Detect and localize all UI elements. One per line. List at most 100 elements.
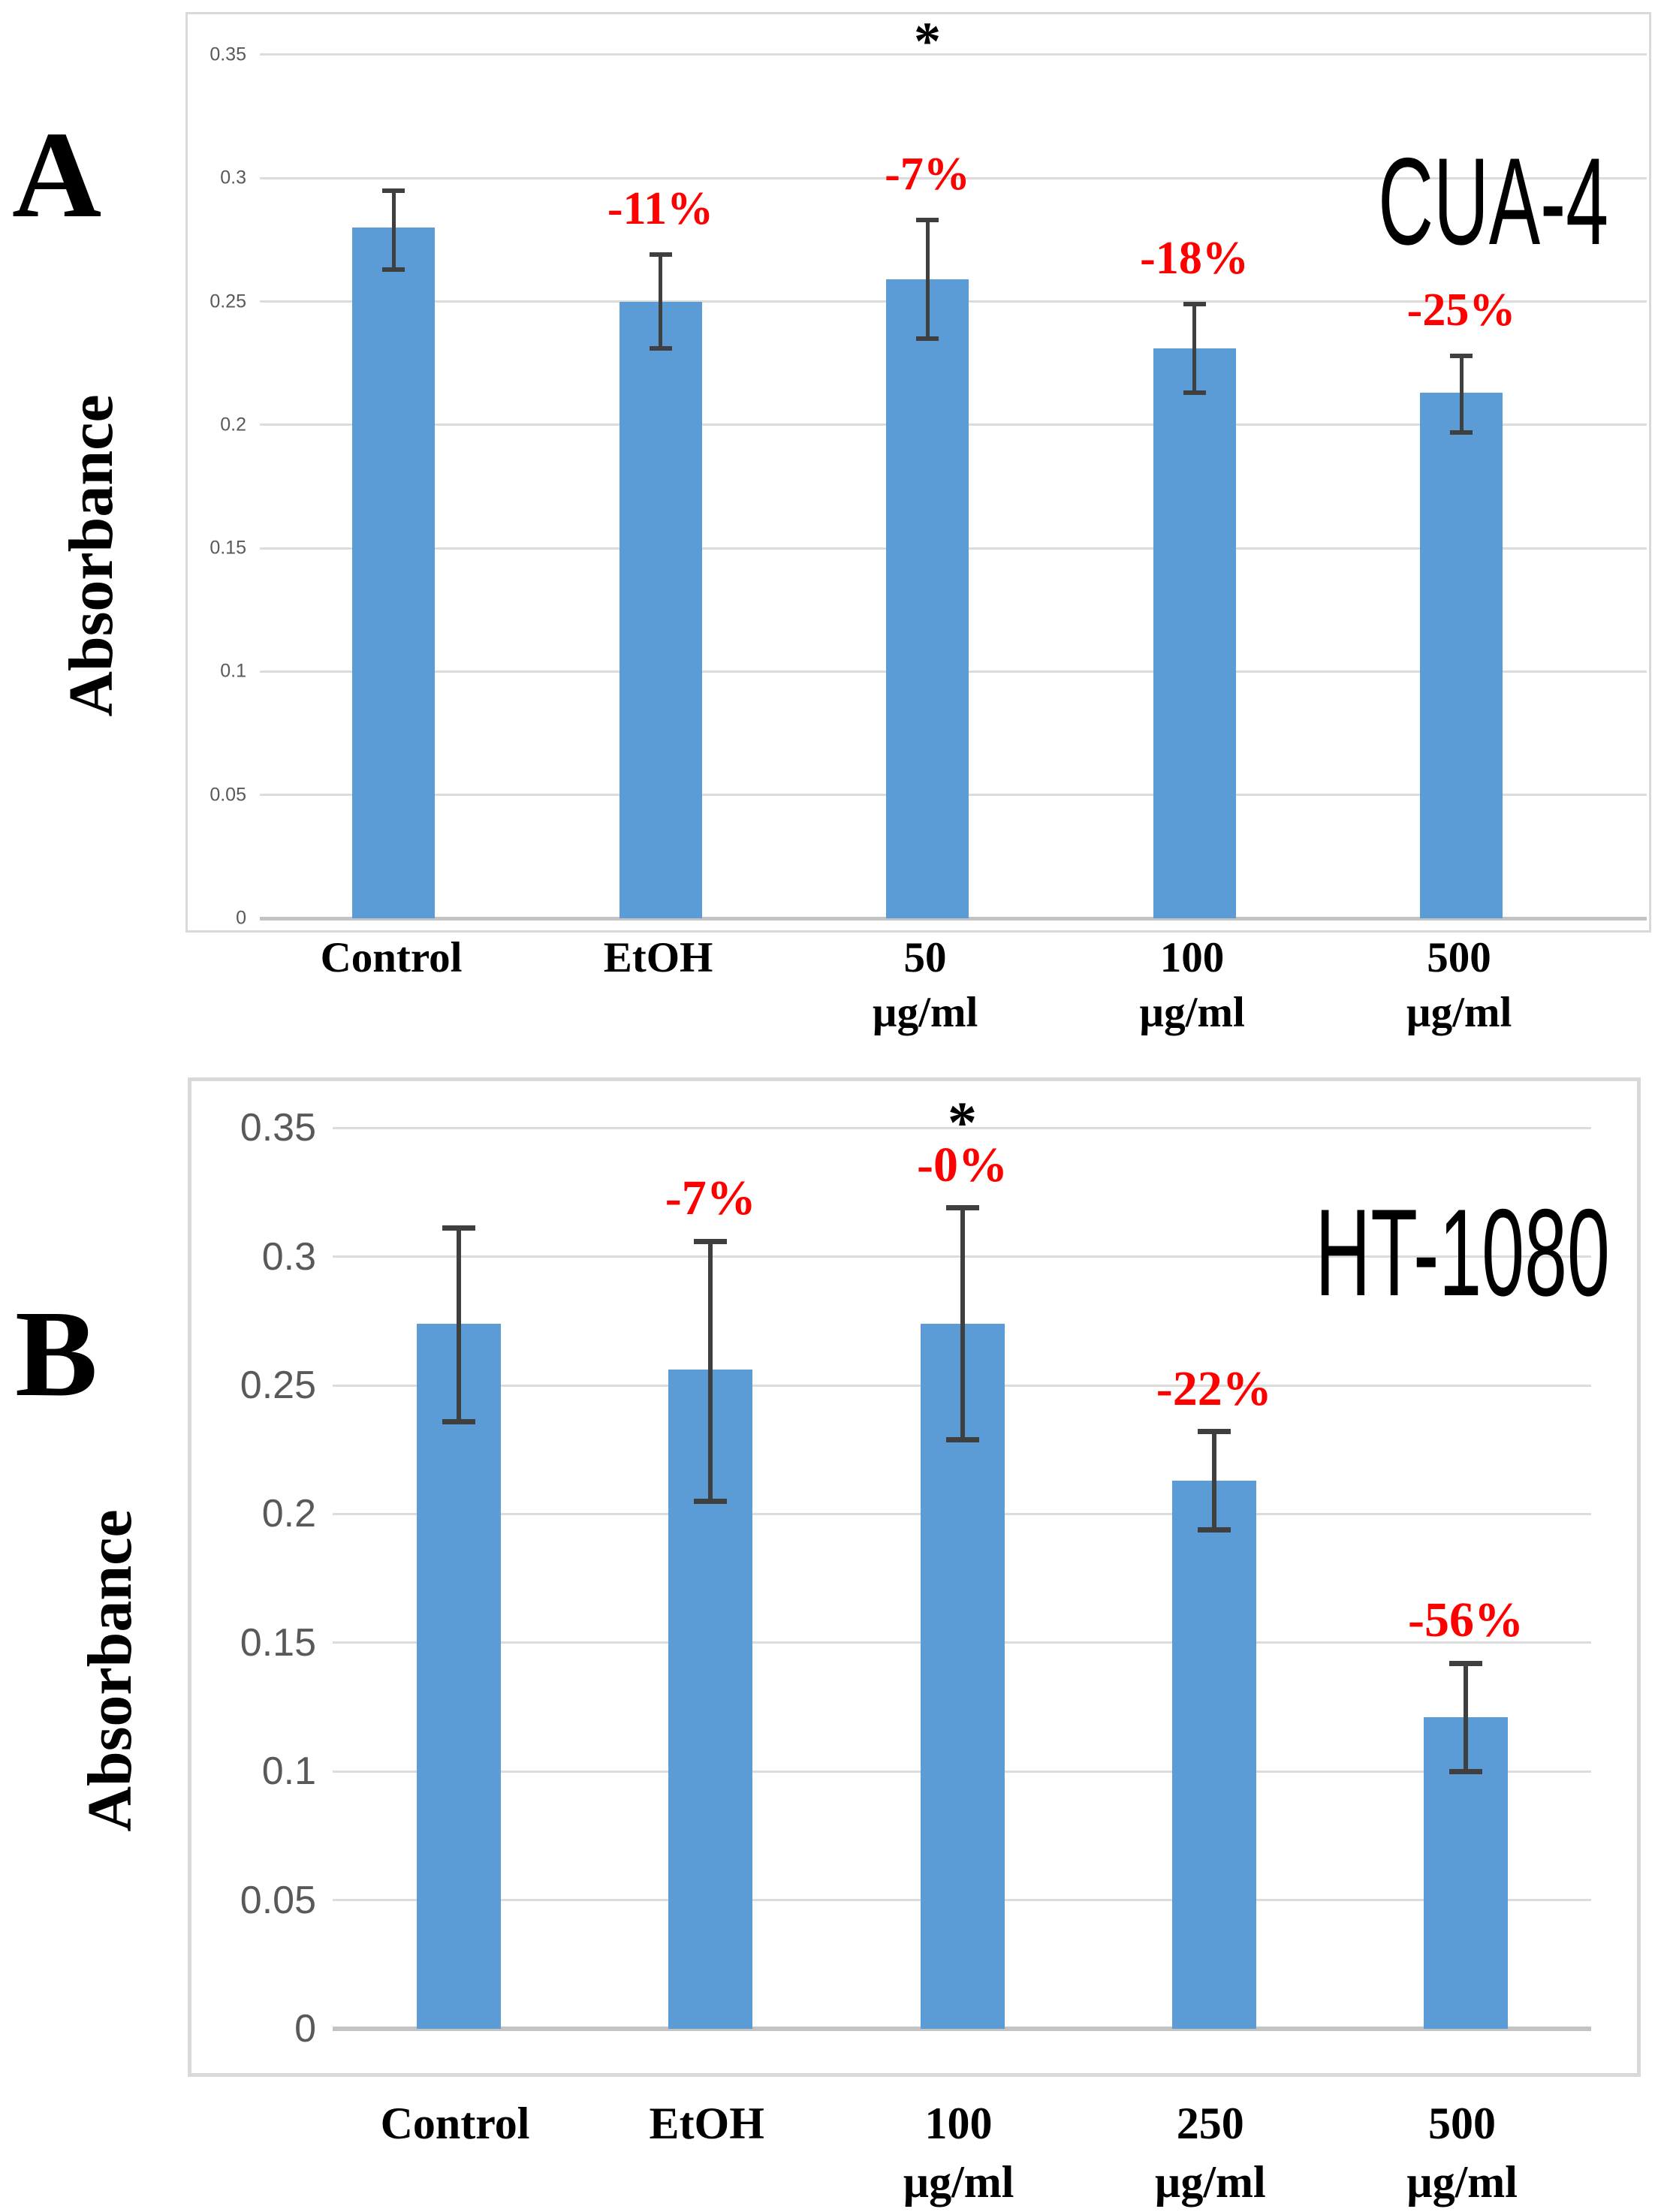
- y-axis-title: Absorbance: [56, 394, 126, 717]
- x-category-label: EtOH: [525, 936, 792, 979]
- y-axis-title: Absorbance: [75, 1509, 145, 1832]
- y-tick-label: 0: [294, 2007, 316, 2051]
- x-category-unit: µg/ml: [1139, 989, 1245, 1036]
- plot-area: 0 0.05 0.1 0.15 0.2 0.25 0.3 0.35 -7% -0% -22% -56%…: [240, 1081, 1591, 2048]
- y-tick-label: 0.25: [210, 291, 246, 312]
- y-tick-label: 0.35: [240, 1106, 316, 1150]
- chart-frame: 0 0.05 0.1 0.15 0.2 0.25 0.3 0.35 -7% -0% -22% -56%…: [188, 1077, 1641, 2077]
- error-bar-line: [391, 190, 396, 270]
- error-bar-cap-top: [916, 218, 939, 223]
- x-category-label: 50 µg/ml: [791, 936, 1059, 1034]
- pct-change-label: -56%: [1408, 1593, 1524, 1648]
- x-category-unit: µg/ml: [1406, 2157, 1518, 2207]
- x-category-label: Control: [258, 936, 525, 979]
- x-category-value: Control: [320, 934, 463, 981]
- error-bar-cap-top: [1183, 301, 1206, 306]
- error-bar-cap-bottom: [945, 1436, 979, 1442]
- error-bar-cap-top: [694, 1238, 728, 1244]
- y-tick-label: 0.1: [220, 660, 246, 682]
- x-axis-labels: Control EtOH 100 µg/ml 250 µg/ml 500 µg/ml: [329, 2101, 1587, 2212]
- x-category-value: EtOH: [649, 2099, 764, 2148]
- cell-line-title: CUA-4: [1378, 132, 1608, 270]
- absorbance-bar: [1171, 1480, 1256, 2029]
- absorbance-bar: [619, 301, 702, 918]
- x-category-value: 50: [903, 934, 947, 981]
- error-bar-line: [457, 1228, 461, 1421]
- y-tick-label: 0.15: [240, 1620, 316, 1665]
- y-tick-label: 0.05: [240, 1878, 316, 1922]
- x-category-value: 100: [1159, 934, 1225, 981]
- error-bar-line: [659, 255, 662, 348]
- pct-change-label: -11%: [607, 183, 714, 235]
- x-category-label: EtOH: [581, 2101, 833, 2146]
- significance-asterisk: *: [948, 1089, 977, 1155]
- y-tick-label: 0.2: [261, 1492, 316, 1536]
- x-category-value: EtOH: [603, 934, 713, 981]
- y-tick-label: 0.35: [210, 44, 246, 65]
- x-category-value: 250: [1176, 2099, 1244, 2148]
- panel-letter: A: [12, 106, 102, 243]
- y-gridline: [260, 176, 1647, 179]
- y-tick-label: 0.05: [210, 784, 246, 806]
- error-bar-cap-top: [1450, 353, 1473, 358]
- error-bar-line: [1464, 1663, 1468, 1772]
- y-tick-label: 0: [236, 907, 246, 929]
- absorbance-bar: [886, 279, 969, 918]
- y-tick-label: 0.1: [261, 1749, 316, 1794]
- error-bar-cap-top: [442, 1225, 475, 1231]
- y-tick-label: 0.2: [220, 414, 246, 435]
- y-gridline: [333, 1126, 1591, 1129]
- error-bar-cap-bottom: [1183, 390, 1206, 396]
- x-category-unit: µg/ml: [1406, 989, 1512, 1036]
- chart-frame: 0 0.05 0.1 0.15 0.2 0.25 0.3 0.35 -11% -7% -18% -25…: [185, 12, 1651, 933]
- error-bar-line: [1192, 303, 1196, 393]
- error-bar-cap-top: [382, 188, 405, 193]
- x-category-value: Control: [380, 2099, 530, 2148]
- error-bar-cap-top: [1197, 1429, 1231, 1435]
- error-bar-cap-bottom: [916, 336, 939, 341]
- y-gridline: [260, 53, 1647, 56]
- x-category-value: 500: [1428, 2099, 1497, 2148]
- x-axis-labels: Control EtOH 50 µg/ml 100 µg/ml 500 µg/ml: [258, 936, 1644, 1041]
- x-category-unit: µg/ml: [872, 989, 978, 1036]
- x-category-label: 100 µg/ml: [1059, 936, 1326, 1034]
- error-bar-cap-bottom: [382, 267, 405, 272]
- pct-change-label: -25%: [1406, 284, 1516, 336]
- pct-change-label: -7%: [885, 149, 970, 200]
- pct-change-label: -7%: [665, 1171, 756, 1225]
- y-tick-label: 0.3: [261, 1234, 316, 1279]
- error-bar-cap-top: [945, 1205, 979, 1210]
- error-bar-cap-bottom: [1449, 1768, 1482, 1774]
- panel-letter: B: [15, 1285, 98, 1422]
- x-category-unit: µg/ml: [1154, 2157, 1266, 2207]
- cell-line-title: HT-1080: [1315, 1183, 1610, 1321]
- error-bar-cap-bottom: [442, 1418, 475, 1424]
- error-bar-line: [708, 1241, 713, 1502]
- x-category-label: 500 µg/ml: [1336, 2101, 1587, 2204]
- absorbance-bar: [417, 1323, 501, 2029]
- pct-change-label: -22%: [1156, 1361, 1272, 1416]
- x-category-label: 100 µg/ml: [833, 2101, 1084, 2204]
- plot-area: 0 0.05 0.1 0.15 0.2 0.25 0.3 0.35 -11% -7% -18% -25…: [210, 11, 1647, 927]
- x-category-label: Control: [329, 2101, 580, 2146]
- error-bar-cap-bottom: [1450, 429, 1473, 435]
- x-category-label: 500 µg/ml: [1325, 936, 1593, 1034]
- x-category-label: 250 µg/ml: [1084, 2101, 1336, 2204]
- x-axis-line: [333, 2027, 1591, 2031]
- error-bar-line: [925, 220, 930, 339]
- x-axis-line: [260, 916, 1647, 921]
- x-category-value: 100: [924, 2099, 993, 2148]
- y-tick-label: 0.15: [210, 537, 246, 559]
- absorbance-bar: [1153, 348, 1236, 918]
- error-bar-line: [1211, 1431, 1216, 1529]
- pct-change-label: -18%: [1140, 232, 1249, 284]
- significance-asterisk: *: [914, 11, 941, 71]
- y-tick-label: 0.3: [220, 167, 246, 188]
- error-bar-cap-bottom: [649, 345, 672, 351]
- pct-change-label: -0%: [917, 1137, 1008, 1192]
- error-bar-cap-bottom: [1197, 1526, 1231, 1532]
- absorbance-bar: [1420, 393, 1503, 918]
- error-bar-cap-bottom: [694, 1498, 728, 1504]
- absorbance-bar: [352, 227, 435, 918]
